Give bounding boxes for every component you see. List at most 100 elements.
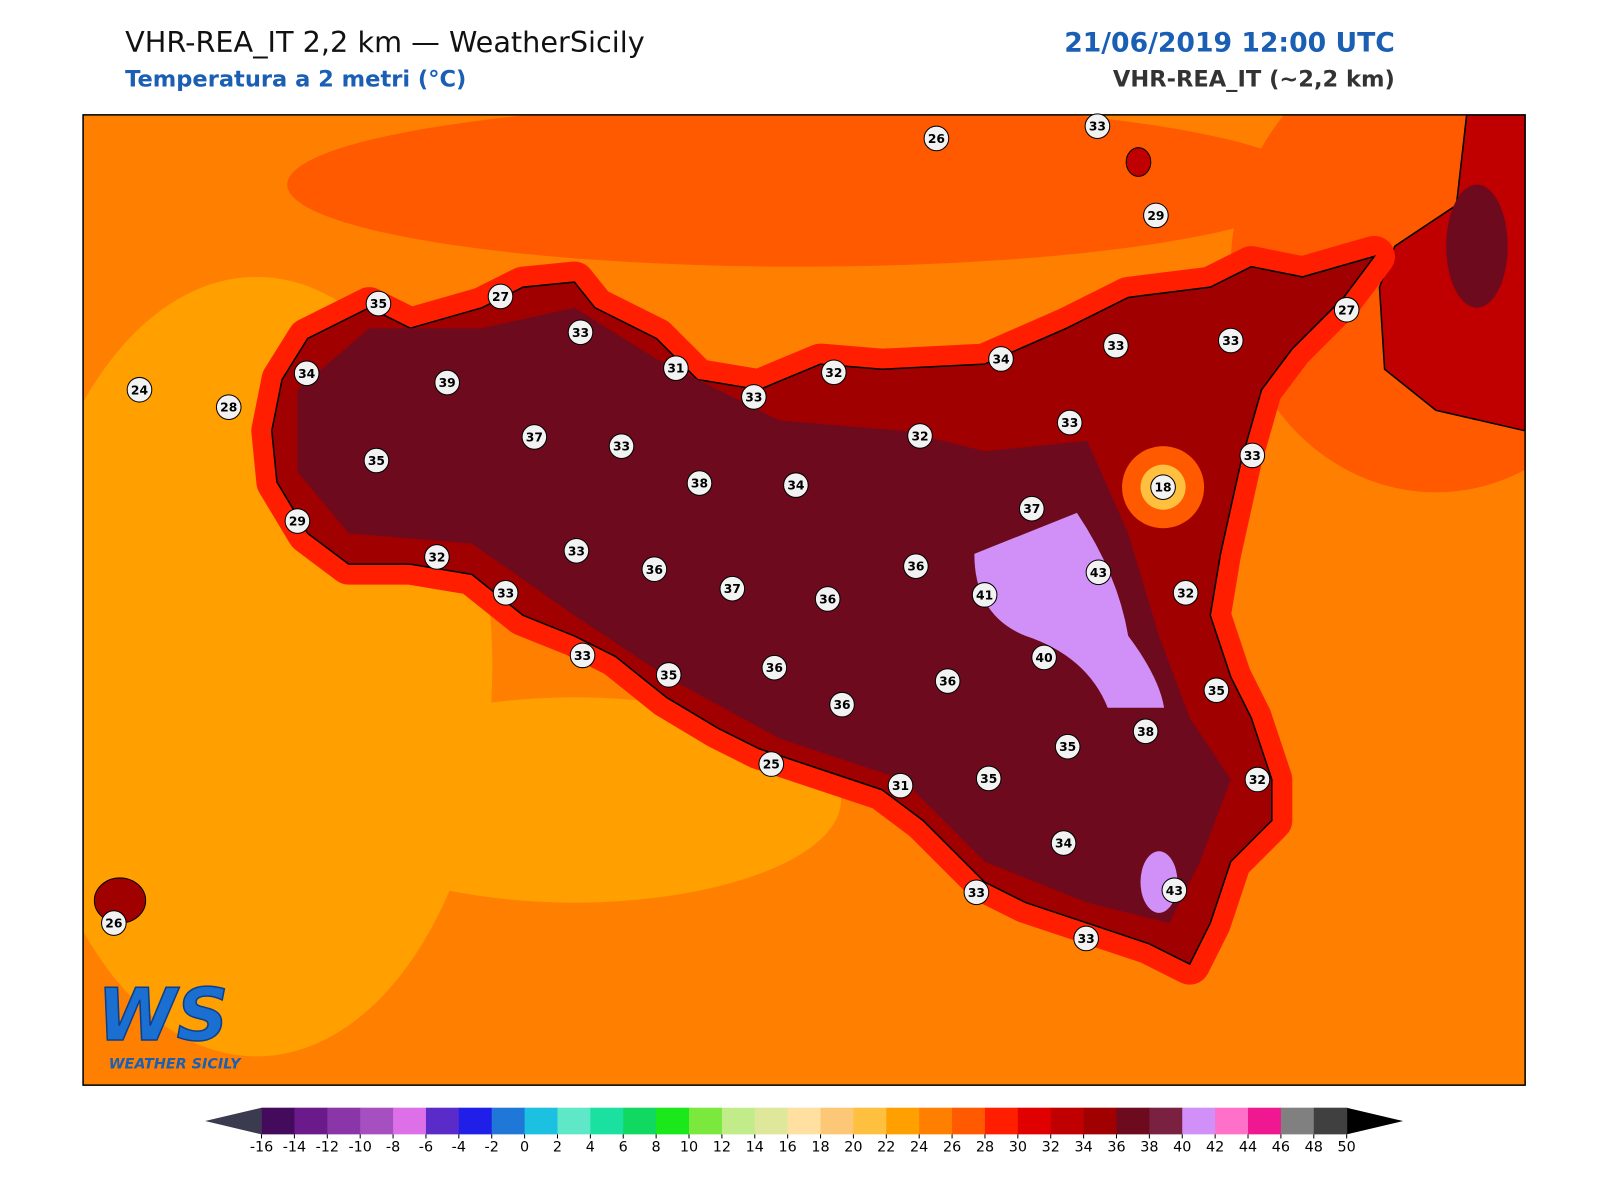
colorbar-label: 34 <box>1074 1140 1092 1156</box>
sea-warm <box>287 114 1313 267</box>
station-value: 32 <box>428 550 445 564</box>
colorbar-segment <box>393 1107 427 1135</box>
colorbar-label: 44 <box>1239 1140 1257 1156</box>
station-marker <box>758 751 785 777</box>
station-value: 32 <box>1177 586 1194 600</box>
colorbar-label: 12 <box>713 1140 731 1156</box>
title: VHR-REA_IT 2,2 km — WeatherSicily <box>125 25 645 59</box>
station-marker <box>923 125 950 152</box>
station-value: 29 <box>1147 209 1164 223</box>
station-value: 28 <box>220 401 237 415</box>
colorbar-label: 50 <box>1338 1140 1356 1156</box>
station-value: 33 <box>1107 339 1124 353</box>
colorbar-label: -14 <box>283 1140 306 1156</box>
station-marker <box>1132 718 1159 745</box>
station-marker <box>1018 495 1045 522</box>
station-marker <box>567 319 594 346</box>
station-value: 33 <box>1061 416 1078 430</box>
station-marker <box>1333 296 1360 323</box>
station-marker <box>101 910 127 936</box>
colorbar-label: 46 <box>1272 1140 1290 1156</box>
colorbar-label: 42 <box>1206 1140 1224 1156</box>
station-marker <box>741 384 767 410</box>
hot-spot <box>974 512 1165 708</box>
station-value: 33 <box>572 326 589 340</box>
station-marker <box>1161 877 1188 904</box>
station-value: 36 <box>939 675 956 689</box>
colorbar-label: -4 <box>452 1140 466 1156</box>
station-value: 29 <box>289 515 306 529</box>
station-value: 38 <box>1137 725 1154 739</box>
station-value: 37 <box>724 582 741 596</box>
station-value: 36 <box>646 563 663 577</box>
station-marker <box>1050 830 1077 856</box>
colorbar-over <box>1346 1107 1404 1135</box>
station-marker <box>215 394 242 420</box>
logo-text: WEATHER SICILY <box>109 1057 242 1073</box>
colorbar-label: 6 <box>619 1140 628 1156</box>
station-marker <box>492 580 519 606</box>
station-marker <box>126 376 153 403</box>
station-value: 33 <box>1244 449 1261 463</box>
subtitle: Temperatura a 2 metri (°C) <box>125 67 466 93</box>
station-marker <box>907 423 933 449</box>
colorbar-label: 8 <box>652 1140 661 1156</box>
sea-cool <box>307 697 842 903</box>
station-marker <box>719 575 746 602</box>
station-marker <box>569 642 596 669</box>
station-value: 34 <box>992 353 1009 367</box>
station-value: 35 <box>660 668 677 682</box>
station-marker <box>686 470 713 496</box>
station-value: 43 <box>1166 884 1183 898</box>
colorbar-label: -8 <box>386 1140 400 1156</box>
station-marker <box>761 654 788 681</box>
station-marker <box>284 508 311 534</box>
station-value: 32 <box>911 429 928 443</box>
colorbar-segment <box>820 1107 854 1135</box>
station-value: 24 <box>131 383 148 397</box>
station-marker <box>487 283 514 310</box>
station-marker <box>975 765 1002 792</box>
colorbar-label: 22 <box>877 1140 895 1156</box>
colorbar-label: -6 <box>419 1140 433 1156</box>
colorbar-label: 40 <box>1173 1140 1191 1156</box>
station-value: 41 <box>976 588 993 602</box>
station-value: 38 <box>691 477 708 491</box>
station-value: 31 <box>892 779 909 793</box>
station-value: 36 <box>833 698 850 712</box>
station-marker <box>1150 474 1176 500</box>
colorbar-segment <box>1182 1107 1216 1135</box>
station-marker <box>363 447 390 474</box>
station-marker <box>1073 925 1099 952</box>
station-value: 25 <box>763 758 780 772</box>
station-value: 33 <box>613 440 630 454</box>
station-value: 36 <box>819 593 836 607</box>
station-marker <box>1217 327 1244 354</box>
station-marker <box>963 879 990 906</box>
datetime: 21/06/2019 12:00 UTC <box>1064 28 1395 59</box>
colorbar-segment <box>1248 1107 1282 1135</box>
logo: WS WEATHER SICILY <box>97 972 242 1073</box>
station-marker <box>887 772 914 799</box>
colorbar-label: 36 <box>1107 1140 1125 1156</box>
colorbar-segment <box>1116 1107 1150 1135</box>
station-value: 33 <box>568 544 585 558</box>
station-marker <box>365 290 392 317</box>
station-marker <box>1031 644 1057 671</box>
colorbar-label: 20 <box>844 1140 862 1156</box>
station-marker <box>1103 332 1129 359</box>
station-value: 33 <box>1222 334 1239 348</box>
station-value: 32 <box>825 366 842 380</box>
colorbar-segment <box>689 1107 723 1135</box>
station-marker <box>821 359 847 386</box>
station-marker <box>829 691 855 718</box>
station-marker <box>608 433 635 459</box>
colorbar-label: 16 <box>779 1140 797 1156</box>
colorbar-segment <box>425 1107 460 1135</box>
model: VHR-REA_IT (~2,2 km) <box>1113 67 1395 93</box>
colorbar-segment <box>261 1107 295 1135</box>
colorbar-segment <box>524 1107 558 1135</box>
colorbar-segment <box>327 1107 361 1135</box>
island <box>1125 147 1152 177</box>
station-value: 36 <box>766 661 783 675</box>
